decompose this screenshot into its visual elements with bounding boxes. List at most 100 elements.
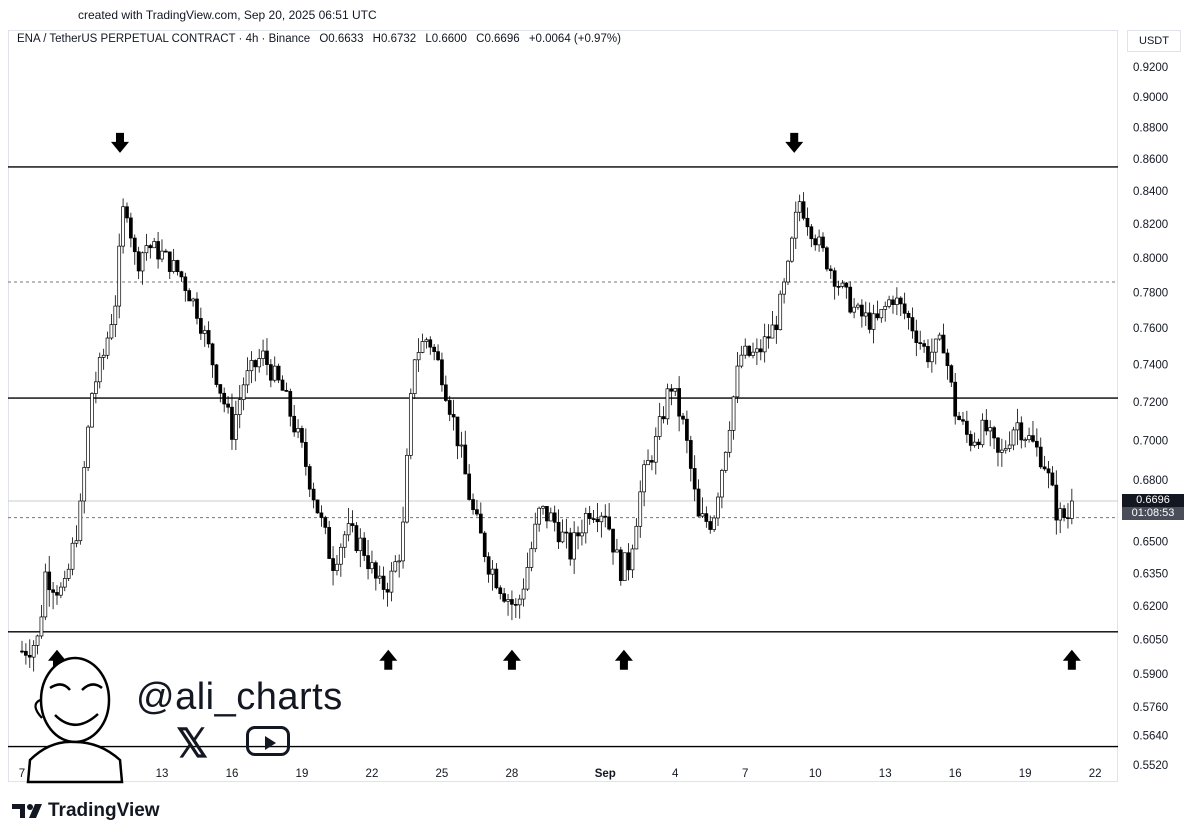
candle-up (572, 532, 576, 560)
x-tick-label: 16 (949, 768, 962, 780)
candle-down (607, 516, 611, 530)
candle-up (74, 540, 79, 544)
symbol-name[interactable]: ENA / TetherUS PERPETUAL CONTRACT · 4h ·… (17, 33, 311, 45)
x-tick-label: 22 (366, 768, 379, 780)
candle-up (786, 260, 790, 283)
candle-up (988, 427, 993, 432)
candle-down (669, 388, 674, 392)
y-tick-label: 0.8600 (1133, 154, 1168, 166)
candle-up (930, 351, 934, 363)
candle-down (478, 513, 483, 534)
candle-up (82, 467, 87, 502)
candle-down (230, 406, 234, 440)
x-logo-icon[interactable]: 𝕏 (176, 722, 209, 766)
candle-down (704, 513, 709, 522)
candle-down (510, 599, 514, 605)
candle-down (373, 562, 378, 579)
candle-up (346, 523, 351, 536)
candle-up (778, 293, 783, 331)
candle-down (1035, 440, 1039, 448)
candle-down (805, 217, 810, 228)
cartoon-avatar (39, 656, 111, 744)
candle-up (241, 384, 246, 400)
arrow-up-icon (379, 649, 398, 670)
cartoon-avatar (26, 740, 124, 784)
x-tick-label: 10 (809, 768, 822, 780)
candle-down (961, 419, 965, 422)
y-tick-label: 0.6050 (1133, 635, 1168, 647)
candle-down (685, 418, 689, 441)
y-tick-label: 0.7800 (1133, 287, 1168, 299)
candle-down (965, 420, 969, 435)
x-tick-label: 22 (1089, 768, 1102, 780)
candle-up (541, 506, 545, 509)
high-value: H0.6732 (372, 33, 417, 45)
candle-down (24, 650, 28, 656)
candle-up (397, 560, 402, 563)
candle-up (459, 444, 464, 447)
candle-down (848, 286, 853, 313)
candle-up (665, 388, 670, 420)
candle-down (758, 348, 763, 353)
x-tick-label: 13 (156, 768, 169, 780)
candle-down (688, 440, 693, 469)
candle-up (720, 470, 724, 498)
candle-up (140, 252, 145, 272)
candle-up (782, 281, 786, 295)
candle-down (210, 343, 215, 366)
y-tick-label: 0.5900 (1133, 669, 1168, 681)
candle-up (109, 324, 114, 339)
candle-down (276, 365, 281, 381)
tradingview-brand[interactable]: TradingView (12, 800, 160, 822)
candle-down (20, 650, 24, 653)
y-tick-label: 0.6350 (1133, 569, 1168, 581)
candle-up (121, 206, 125, 247)
candle-down (167, 251, 172, 272)
arrow-up-icon (47, 649, 66, 670)
candle-down (467, 473, 472, 500)
candle-up (548, 512, 553, 522)
candle-down (443, 384, 448, 401)
bar-countdown: 01:08:53 (1122, 507, 1184, 521)
candle-up (424, 339, 429, 342)
candle-down (774, 324, 779, 331)
candle-down (253, 360, 258, 368)
candle-down (148, 245, 153, 249)
candle-down (269, 364, 273, 381)
candle-up (342, 534, 347, 548)
candle-down (183, 276, 188, 291)
candle-down (187, 290, 192, 302)
candle-up (97, 357, 102, 383)
symbol-legend: ENA / TetherUS PERPETUAL CONTRACT · 4h ·… (17, 33, 627, 45)
candle-up (1007, 444, 1012, 449)
y-tick-label: 0.8000 (1133, 253, 1168, 265)
candle-up (879, 309, 884, 319)
candle-down (175, 260, 180, 273)
candle-down (914, 330, 919, 343)
candle-down (428, 339, 433, 348)
candle-up (840, 282, 845, 287)
youtube-icon[interactable] (246, 726, 290, 756)
candle-up (525, 567, 530, 590)
candle-up (762, 336, 767, 353)
candle-down (875, 313, 880, 319)
currency-button[interactable]: USDT (1127, 30, 1181, 52)
candle-up (401, 521, 405, 562)
candle-up (377, 575, 382, 579)
y-tick-label: 0.7400 (1133, 359, 1168, 371)
candle-down (918, 342, 923, 344)
candle-down (362, 537, 367, 556)
candle-up (171, 260, 176, 272)
candle-up (245, 370, 250, 386)
last-price-label: 0.6696 01:08:53 (1122, 494, 1184, 521)
candle-up (743, 345, 748, 356)
candle-down (677, 388, 681, 417)
low-value: L0.6600 (425, 33, 467, 45)
close-value: C0.6696 (476, 33, 520, 45)
candle-up (723, 451, 728, 471)
candle-down (898, 297, 903, 305)
candle-up (370, 562, 374, 570)
y-tick-label: 0.6500 (1133, 537, 1168, 549)
candle-up (1058, 508, 1063, 521)
